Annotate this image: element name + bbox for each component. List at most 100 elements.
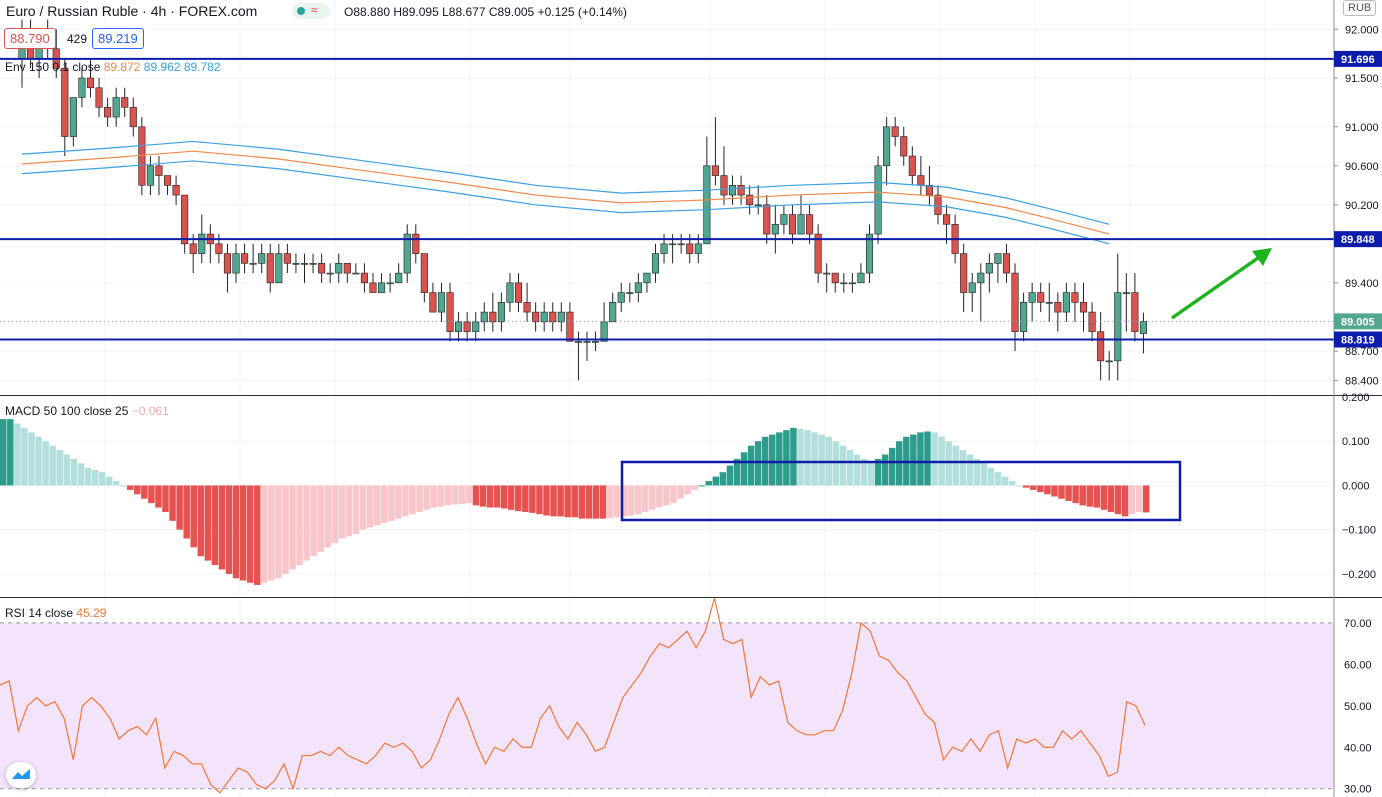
macd-histogram-bar xyxy=(338,485,346,539)
macd-histogram-bar xyxy=(747,445,755,486)
tradingview-logo-icon[interactable] xyxy=(6,762,36,788)
candle xyxy=(352,263,360,275)
candle-body xyxy=(960,253,968,293)
candle xyxy=(985,253,993,293)
candle xyxy=(840,273,848,293)
candle-body xyxy=(446,292,454,332)
macd-histogram-bar xyxy=(924,431,931,486)
rsi-panel[interactable] xyxy=(0,597,1334,794)
macd-histogram-bar xyxy=(331,485,339,543)
envelope-lower-value: 89.782 xyxy=(183,60,221,74)
envelope-legend[interactable]: Env 150 0.1 close 89.872 89.962 89.782 xyxy=(5,60,221,74)
macd-histogram-bar xyxy=(1128,485,1136,515)
candle xyxy=(69,97,77,147)
macd-histogram-bar xyxy=(994,472,1002,486)
candle xyxy=(326,263,334,283)
candle xyxy=(557,302,565,332)
macd-histogram-bar xyxy=(1086,485,1093,507)
candle xyxy=(583,331,591,361)
candle-body xyxy=(634,282,642,293)
candle xyxy=(163,175,172,196)
macd-histogram-bar xyxy=(35,436,42,486)
macd-histogram-bar xyxy=(176,485,183,530)
macd-histogram-bar xyxy=(169,485,176,521)
level-price-label: 89.848 xyxy=(1341,234,1375,246)
macd-histogram-bar xyxy=(423,485,430,510)
macd-histogram-bar xyxy=(141,485,148,499)
macd-histogram-bar xyxy=(98,472,106,486)
macd-histogram-bar xyxy=(853,454,861,486)
candle-body xyxy=(283,253,291,264)
macd-legend[interactable]: MACD 50 100 close 25 −0.061 xyxy=(5,404,169,418)
macd-histogram-bar xyxy=(225,485,233,574)
price-axis[interactable]: 92.000 91.500 91.000 90.600 90.200 89.400 88.7… xyxy=(1333,0,1382,797)
candle-body xyxy=(840,282,848,285)
candle-body xyxy=(514,282,523,303)
candle-body xyxy=(249,263,257,265)
candle xyxy=(61,58,69,157)
macd-histogram-bar xyxy=(515,485,522,512)
rsi-legend[interactable]: RSI 14 close 45.29 xyxy=(5,606,106,620)
candle xyxy=(848,273,856,293)
rsi-tick-label: 40.00 xyxy=(1344,742,1372,754)
candle xyxy=(121,87,129,118)
macd-histogram-bar xyxy=(585,485,593,519)
candle-body xyxy=(403,233,411,274)
macd-tick-label: 0.200 xyxy=(1342,392,1370,404)
market-status-badge[interactable]: ≈ xyxy=(292,3,330,19)
currency-label[interactable]: RUB xyxy=(1343,0,1377,16)
candle xyxy=(728,175,737,205)
price-panel[interactable] xyxy=(0,19,1334,381)
price-tick-label: 89.400 xyxy=(1345,278,1379,290)
candle xyxy=(129,97,137,137)
candle-body xyxy=(104,106,112,118)
macd-histogram-bar xyxy=(1072,485,1079,504)
macd-histogram-bar xyxy=(1065,485,1072,501)
macd-histogram-bar xyxy=(148,485,155,504)
macd-histogram-bar xyxy=(663,485,670,506)
sell-button[interactable]: 88.790 xyxy=(4,28,56,49)
candle-body xyxy=(155,165,163,176)
candle xyxy=(720,146,728,205)
macd-histogram-bar xyxy=(818,434,825,486)
macd-histogram-bar xyxy=(458,485,466,505)
candle-body xyxy=(788,214,797,235)
macd-histogram-bar xyxy=(380,485,388,524)
candle-body xyxy=(1028,292,1036,303)
candle-body xyxy=(900,136,908,157)
candle-body xyxy=(506,282,514,303)
macd-panel[interactable] xyxy=(0,419,1182,585)
candle xyxy=(677,234,685,254)
macd-histogram-bar xyxy=(451,485,459,505)
macd-histogram-bar xyxy=(289,485,296,570)
candle-body xyxy=(574,341,582,343)
candle xyxy=(626,282,634,303)
buy-button[interactable]: 89.219 xyxy=(92,28,144,49)
level-price-label: 91.696 xyxy=(1341,54,1375,66)
candle-body xyxy=(61,67,69,137)
macd-histogram-bar xyxy=(1142,485,1150,513)
macd-histogram-bar xyxy=(846,450,854,486)
candle xyxy=(1097,312,1105,381)
candle xyxy=(711,117,719,186)
candle-body xyxy=(609,302,617,323)
candle-body xyxy=(266,253,274,284)
candle-body xyxy=(754,204,762,207)
candle-body xyxy=(797,214,805,235)
macd-histogram-bar xyxy=(134,485,141,495)
macd-histogram-bar xyxy=(1008,481,1016,486)
macd-histogram-bar xyxy=(119,485,127,487)
candle-body xyxy=(720,175,728,196)
macd-histogram-bar xyxy=(959,450,966,486)
candle-body xyxy=(891,126,899,137)
macd-histogram-bar xyxy=(437,485,444,507)
candle-body xyxy=(163,175,172,186)
macd-histogram-bar xyxy=(486,485,494,508)
candle-body xyxy=(806,214,814,235)
candle xyxy=(1105,351,1113,381)
candle xyxy=(181,194,189,254)
macd-histogram-bar xyxy=(670,485,677,504)
candle xyxy=(95,78,103,118)
macd-histogram-bar xyxy=(402,485,409,517)
